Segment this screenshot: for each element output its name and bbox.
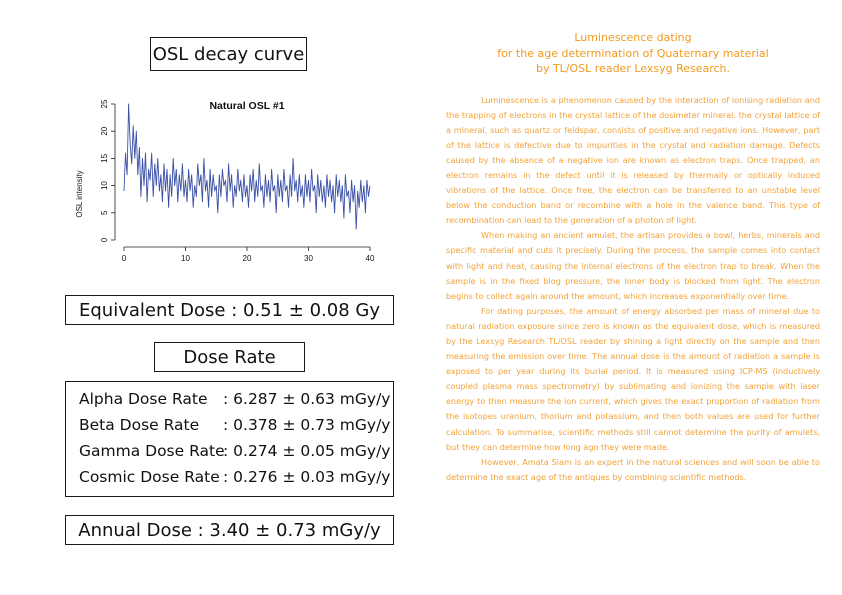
y-axis-label: OSL intensity (75, 170, 84, 217)
article-paragraph: For dating purposes, the amount of energ… (446, 305, 820, 452)
dose-rate-title-box: Dose Rate (154, 342, 305, 372)
gamma-dose-value: : 0.274 ± 0.05 mGy/y (223, 442, 391, 460)
y-tick-label: 5 (100, 210, 109, 215)
heading-line: by TL/OSL reader Lexsyg Research. (535, 62, 731, 75)
dose-rates-table: Alpha Dose Rate : 6.287 ± 0.63 mGy/y Bet… (65, 381, 394, 497)
gamma-dose-label: Gamma Dose Rate (79, 442, 225, 460)
x-tick-label: 40 (366, 254, 375, 263)
osl-decay-chart: 0 5 10 15 20 25 0 10 20 30 40 Natural OSL #1 OSL i… (75, 99, 375, 263)
article-paragraph: However, Amata Siam is an expert in the … (446, 456, 820, 482)
x-tick-label: 10 (181, 254, 190, 263)
chart-title-box: OSL decay curve (150, 37, 307, 71)
alpha-dose-value: : 6.287 ± 0.63 mGy/y (223, 390, 391, 408)
chart-plot-title: Natural OSL #1 (209, 100, 284, 112)
y-tick-label: 10 (100, 181, 109, 190)
osl-series-line (123, 103, 371, 230)
chart-title: OSL decay curve (152, 43, 305, 65)
x-tick-label: 0 (122, 254, 127, 263)
annual-dose-text: Annual Dose : 3.40 ± 0.73 mGy/y (78, 519, 381, 541)
equivalent-dose-box: Equivalent Dose : 0.51 ± 0.08 Gy (65, 295, 394, 325)
article-paragraph: Luminescence is a phenomenon caused by t… (446, 94, 820, 226)
cosmic-dose-value: : 0.276 ± 0.03 mGy/y (223, 468, 391, 486)
alpha-dose-label: Alpha Dose Rate (79, 390, 208, 408)
cosmic-dose-label: Cosmic Dose Rate (79, 468, 220, 486)
heading-line: Luminescence dating (574, 31, 692, 44)
y-tick-label: 25 (100, 99, 109, 108)
x-tick-label: 30 (304, 254, 313, 263)
beta-dose-label: Beta Dose Rate (79, 416, 200, 434)
beta-dose-value: : 0.378 ± 0.73 mGy/y (223, 416, 391, 434)
heading-line: for the age determination of Quaternary … (497, 46, 769, 60)
x-tick-label: 20 (243, 254, 252, 263)
y-tick-label: 15 (100, 153, 109, 162)
annual-dose-box: Annual Dose : 3.40 ± 0.73 mGy/y (65, 515, 394, 545)
y-tick-label: 20 (100, 126, 109, 135)
article-heading: Luminescence dating for the age determin… (446, 30, 820, 77)
article-paragraph: When making an ancient amulet, the artis… (446, 230, 820, 301)
dose-rate-title: Dose Rate (183, 346, 276, 368)
equivalent-dose-text: Equivalent Dose : 0.51 ± 0.08 Gy (79, 299, 380, 321)
y-tick-label: 0 (100, 237, 109, 242)
article-column: Luminescence dating for the age determin… (446, 30, 820, 485)
